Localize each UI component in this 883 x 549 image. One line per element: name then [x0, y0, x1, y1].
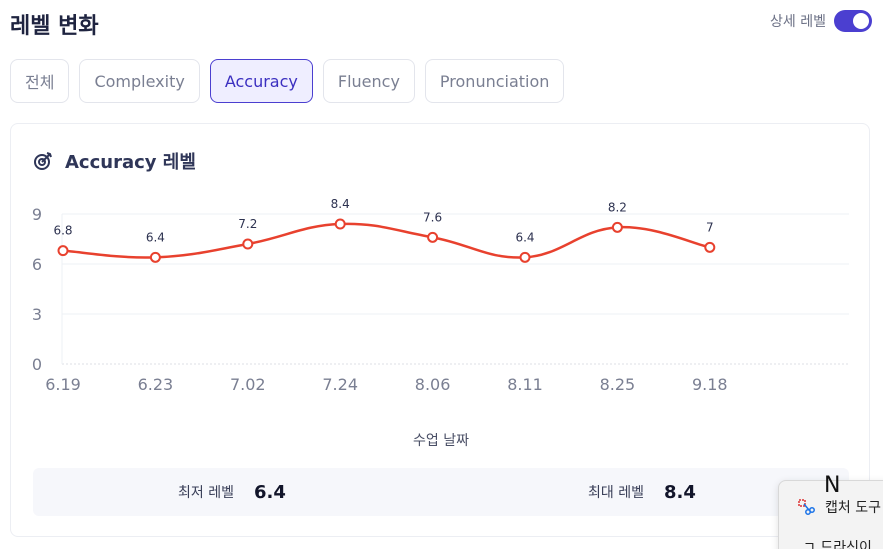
- data-point: [149, 251, 161, 263]
- data-point: [334, 218, 346, 230]
- x-tick-label: 7.24: [322, 375, 358, 394]
- x-tick-label: 8.06: [415, 375, 451, 394]
- toggle-knob: [853, 13, 869, 29]
- tab-accuracy[interactable]: Accuracy: [209, 59, 313, 103]
- detail-level-toggle[interactable]: [834, 10, 872, 32]
- header: 레벨 변화 상세 레벨: [10, 4, 872, 39]
- detail-level-toggle-group: 상세 레벨: [770, 10, 872, 32]
- level-summary: 최저 레벨 6.4 최대 레벨 8.4: [33, 468, 849, 516]
- card-title: Accuracy 레벨: [33, 148, 196, 174]
- data-label: 7.2: [238, 217, 257, 231]
- data-label: 6.8: [53, 224, 72, 238]
- x-axis-label: 수업 날짜: [413, 433, 469, 449]
- min-level-label: 최저 레벨: [178, 485, 234, 501]
- scissors-icon: [798, 499, 815, 515]
- min-level-value: 6.4: [253, 481, 286, 503]
- data-point: [242, 238, 254, 250]
- data-label: 8.4: [331, 197, 350, 211]
- data-label: 6.4: [515, 230, 534, 244]
- y-tick-label: 3: [32, 305, 42, 324]
- tab-label: Accuracy: [224, 71, 298, 91]
- data-point: [611, 221, 623, 233]
- card-title-text: Accuracy 레벨: [65, 152, 196, 173]
- accuracy-card: Accuracy 레벨 0 3 6 9 6.19 6.23 7.02 7.24 8.06 8.11…: [10, 123, 870, 537]
- x-tick-label: 8.25: [600, 375, 636, 394]
- data-label: 8.2: [608, 200, 627, 214]
- accuracy-line-chart: 0 3 6 9 6.19 6.23 7.02 7.24 8.06 8.11 8.25 9.18 6.8 6…: [32, 197, 849, 394]
- x-tick-label: 6.23: [138, 375, 174, 394]
- data-label: 7: [706, 220, 714, 234]
- x-tick-label: 8.11: [507, 375, 543, 394]
- tab-label: Complexity: [94, 71, 185, 91]
- tab-label: 전체: [25, 73, 55, 92]
- tab-pronunciation[interactable]: Pronunciation: [424, 59, 565, 103]
- max-level-value: 8.4: [663, 481, 696, 503]
- tab-label: Fluency: [337, 71, 400, 91]
- target-icon: [34, 152, 52, 170]
- tab-label: Pronunciation: [439, 71, 550, 91]
- x-tick-label: 9.18: [692, 375, 728, 394]
- x-tick-label: 6.19: [45, 375, 81, 394]
- y-tick-label: 9: [32, 205, 42, 224]
- shortcut-key-letter: N: [824, 473, 841, 498]
- data-point: [427, 231, 439, 243]
- toggle-label: 상세 레벨: [770, 14, 826, 30]
- tab-complexity[interactable]: Complexity: [79, 59, 200, 103]
- max-level-stat: 최대 레벨 8.4: [588, 468, 696, 516]
- data-label: 7.6: [423, 210, 442, 224]
- tab-all[interactable]: 전체: [10, 59, 70, 103]
- y-tick-label: 0: [32, 355, 42, 374]
- tab-bar: 전체 Complexity Accuracy Fluency Pronuncia…: [10, 59, 565, 103]
- max-level-label: 최대 레벨: [588, 485, 644, 501]
- min-level-stat: 최저 레벨 6.4: [178, 468, 286, 516]
- capture-tool-label: 캡처 도구: [825, 500, 881, 516]
- x-tick-label: 7.02: [230, 375, 266, 394]
- accuracy-series-line: [62, 222, 711, 259]
- tab-fluency[interactable]: Fluency: [322, 59, 415, 103]
- popup-second-item[interactable]: ㄱ 드라신이: [803, 540, 872, 549]
- capture-tool-menu-item[interactable]: 캡처 도구: [797, 497, 881, 517]
- data-label: 6.4: [146, 230, 165, 244]
- data-point: [519, 251, 531, 263]
- capture-tool-popup: N 캡처 도구 ㄱ 드라신이: [778, 473, 883, 549]
- data-point: [57, 245, 69, 257]
- y-tick-label: 6: [32, 255, 42, 274]
- page-title: 레벨 변화: [10, 14, 99, 39]
- data-point: [704, 241, 716, 253]
